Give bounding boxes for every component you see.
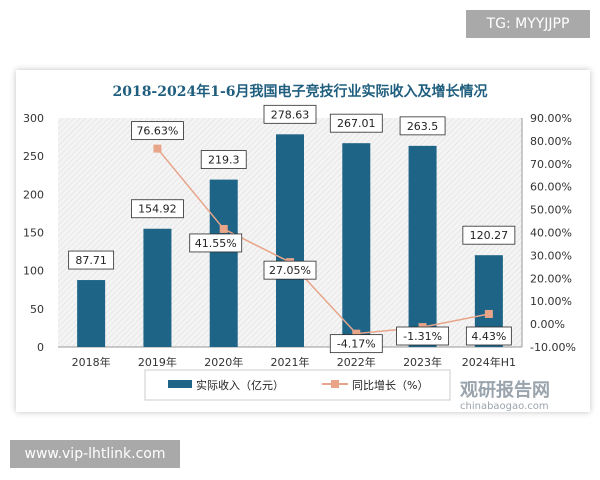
bar-value-label: 87.71 <box>75 254 107 267</box>
bar-value-label: 278.63 <box>271 108 310 121</box>
bar-value-label: 263.5 <box>407 120 439 133</box>
y-right-tick: -10.00% <box>530 341 576 354</box>
y-right-tick: 90.00% <box>530 112 572 125</box>
y-left-tick: 300 <box>23 112 44 125</box>
y-right-tick: 10.00% <box>530 295 572 308</box>
growth-value-label-box <box>263 260 317 280</box>
x-tick: 2018年 <box>72 355 111 369</box>
y-right-tick: 0.00% <box>530 318 565 331</box>
bar-value-label: 154.92 <box>138 203 177 216</box>
legend: 实际收入（亿元） 同比增长（%） <box>144 369 451 401</box>
watermark-top: TG: MYYJJPP <box>466 10 590 38</box>
y-right-tick: 40.00% <box>530 227 572 240</box>
y-left-tick: 150 <box>23 227 44 240</box>
y-right-tick: 30.00% <box>530 249 572 262</box>
growth-point <box>484 309 493 318</box>
bar-value-label: 219.3 <box>208 154 240 167</box>
y-right-tick: 60.00% <box>530 181 572 194</box>
y-left-tick: 100 <box>23 265 44 278</box>
growth-line <box>156 148 490 335</box>
x-tick: 2023年 <box>403 355 442 369</box>
y-right-tick: 80.00% <box>530 135 572 148</box>
growth-point <box>153 144 162 153</box>
watermark-bottom: www.vip-lhtlink.com <box>10 440 180 468</box>
bar <box>408 145 437 347</box>
bar-value-label-box <box>462 225 516 245</box>
bar <box>209 179 238 347</box>
bar-value-label-box <box>68 250 115 270</box>
growth-point <box>219 224 228 233</box>
legend-bar-swatch <box>168 380 192 388</box>
y-left-tick: 250 <box>23 150 44 163</box>
bar-value-label-box <box>263 104 317 124</box>
y-left-tick: 50 <box>30 303 44 316</box>
growth-value-label-box <box>396 326 449 346</box>
x-tick: 2019年 <box>138 355 177 369</box>
y-right-tick: 50.00% <box>530 204 572 217</box>
x-tick: 2022年 <box>337 355 376 369</box>
growth-value-label-box <box>189 233 243 253</box>
bar-value-label-box <box>399 116 446 136</box>
x-tick: 2024年H1 <box>462 355 516 369</box>
bar-value-label-box <box>131 199 184 219</box>
growth-value-label: -1.31% <box>403 330 442 343</box>
growth-value-label: 76.63% <box>136 125 178 138</box>
bar <box>77 280 106 347</box>
bar <box>276 134 304 347</box>
bar <box>342 143 371 347</box>
growth-value-label-box <box>465 326 512 346</box>
legend-line-label: 同比增长（%） <box>352 378 428 392</box>
growth-value-label: 41.55% <box>195 237 237 250</box>
growth-value-label: 4.43% <box>471 330 506 343</box>
growth-value-label: -4.17% <box>337 338 376 351</box>
chart-title: 2018-2024年1-6月我国电子竞技行业实际收入及增长情况 <box>112 83 487 100</box>
logo-watermark: 观研报告网 chinabaogao.com <box>460 379 550 412</box>
svg-text:chinabaogao.com: chinabaogao.com <box>460 401 549 412</box>
growth-point <box>352 329 361 338</box>
x-tick: 2020年 <box>204 355 243 369</box>
growth-value-label-box <box>329 334 383 354</box>
y-left-tick: 0 <box>37 341 44 354</box>
y-right-tick: 70.00% <box>530 158 572 171</box>
growth-value-label: 27.05% <box>269 264 311 277</box>
y-left-tick: 200 <box>23 188 44 201</box>
bar-value-label-box <box>200 150 247 170</box>
bar-value-label: 120.27 <box>470 229 509 242</box>
bar <box>143 228 172 347</box>
y-right-tick: 20.00% <box>530 272 572 285</box>
svg-text:观研报告网: 观研报告网 <box>460 379 550 401</box>
legend-bar-label: 实际收入（亿元） <box>196 378 284 392</box>
bar-value-label: 267.01 <box>337 117 376 130</box>
growth-value-label-box <box>131 121 184 141</box>
x-tick: 2021年 <box>271 355 310 369</box>
bar-value-label-box <box>329 113 383 133</box>
